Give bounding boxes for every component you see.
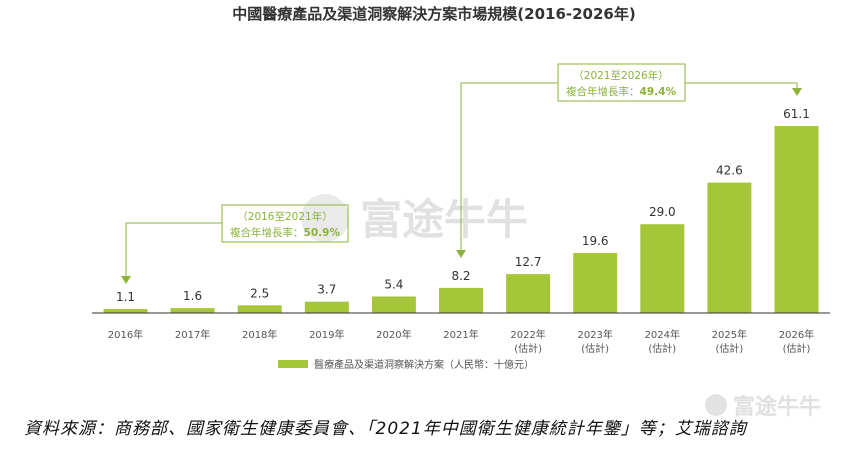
x-tick-label: 2021年 [443, 328, 478, 341]
bar-2023年 [573, 253, 618, 313]
chart-title: 中國醫療產品及渠道洞察解決方案市場規模(2016-2026年) [232, 5, 635, 23]
x-tick-label: 2018年 [242, 328, 277, 341]
value-label: 42.6 [716, 164, 743, 178]
value-label: 2.5 [250, 286, 269, 300]
legend: 醫療產品及渠道洞察解決方案（人民幣：十億元） [278, 358, 534, 371]
bars-group [103, 126, 819, 313]
x-tick-note: (估計) [648, 342, 676, 355]
value-labels-group: 1.1 1.6 2.5 3.7 5.4 8.2 12.7 19.6 29.0 42.6 61.1 [116, 107, 810, 304]
x-tick-note: (估計) [783, 342, 811, 355]
value-label: 19.6 [582, 234, 609, 248]
value-label: 61.1 [783, 107, 810, 121]
x-tick-label: 2022年 [510, 328, 545, 341]
value-label: 29.0 [649, 205, 676, 219]
annotation-leader-line-right [685, 82, 798, 89]
x-tick-note: (估計) [715, 342, 743, 355]
corner-watermark-text: 富途牛牛 [733, 394, 821, 420]
watermark: 富途牛牛 [301, 194, 528, 244]
x-tick-label: 2020年 [376, 328, 411, 341]
bar-2021年 [439, 287, 483, 313]
annotation-arrow-icon [121, 276, 131, 284]
annotation-cagr-value: 50.9% [304, 227, 341, 239]
bar-2022年 [506, 274, 551, 313]
annotation-leader-line [125, 222, 222, 278]
watermark-logo-icon [301, 194, 349, 242]
annotation-cagr-value: 49.4% [640, 86, 677, 98]
x-tick-label: 2016年 [108, 328, 143, 341]
value-label: 3.7 [317, 283, 336, 297]
annotation-arrow-icon [792, 88, 802, 96]
value-label: 8.2 [451, 269, 470, 283]
source-note: 資料來源：商務部、國家衛生健康委員會、「2021年中國衛生健康統計年鑒」等；艾瑞… [24, 419, 747, 439]
bar-2019年 [304, 301, 349, 313]
x-tick-labels-group: 2016年 2017年 2018年 2019年 2020年 2021年 2022年(估計)2… [108, 328, 814, 355]
bar-2017年 [170, 308, 215, 313]
annotation-arrow-icon [456, 250, 466, 258]
x-tick-label: 2025年 [712, 328, 747, 341]
value-label: 5.4 [384, 278, 403, 292]
annotation-period: （2016至2021年） [237, 210, 332, 223]
x-tick-label: 2023年 [577, 328, 612, 341]
cagr-annotation-2016-2021: （2016至2021年） 複合年增長率：50.9% [121, 204, 349, 284]
annotation-period: （2021至2026年） [573, 69, 668, 82]
watermark-text: 富途牛牛 [360, 195, 528, 244]
corner-watermark-logo-icon [705, 394, 727, 416]
annotation-leader-line-left [460, 82, 558, 252]
value-label: 12.7 [515, 255, 542, 269]
x-tick-label: 2026年 [779, 328, 814, 341]
bar-2020年 [371, 296, 416, 313]
bar-2026年 [774, 126, 819, 313]
x-tick-label: 2017年 [175, 328, 210, 341]
bar-2018年 [237, 305, 282, 313]
annotation-cagr: 複合年增長率：49.4% [566, 85, 676, 98]
x-tick-note: (估計) [581, 342, 609, 355]
cagr-annotation-2021-2026: （2021至2026年） 複合年增長率：49.4% [456, 63, 802, 258]
x-tick-note: (估計) [514, 342, 542, 355]
bar-2016年 [103, 309, 148, 313]
bar-2024年 [640, 224, 685, 313]
corner-watermark: 富途牛牛 [705, 394, 821, 420]
value-label: 1.1 [116, 290, 135, 304]
x-tick-label: 2019年 [309, 328, 344, 341]
annotation-cagr: 複合年增長率：50.9% [230, 226, 340, 239]
annotation-cagr-label: 複合年增長率： [230, 226, 304, 239]
x-tick-label: 2024年 [645, 328, 680, 341]
annotation-cagr-label: 複合年增長率： [566, 85, 640, 98]
value-label: 1.6 [183, 289, 202, 303]
legend-swatch [278, 360, 308, 368]
bar-2025年 [707, 182, 752, 313]
legend-label: 醫療產品及渠道洞察解決方案（人民幣：十億元） [314, 358, 534, 371]
